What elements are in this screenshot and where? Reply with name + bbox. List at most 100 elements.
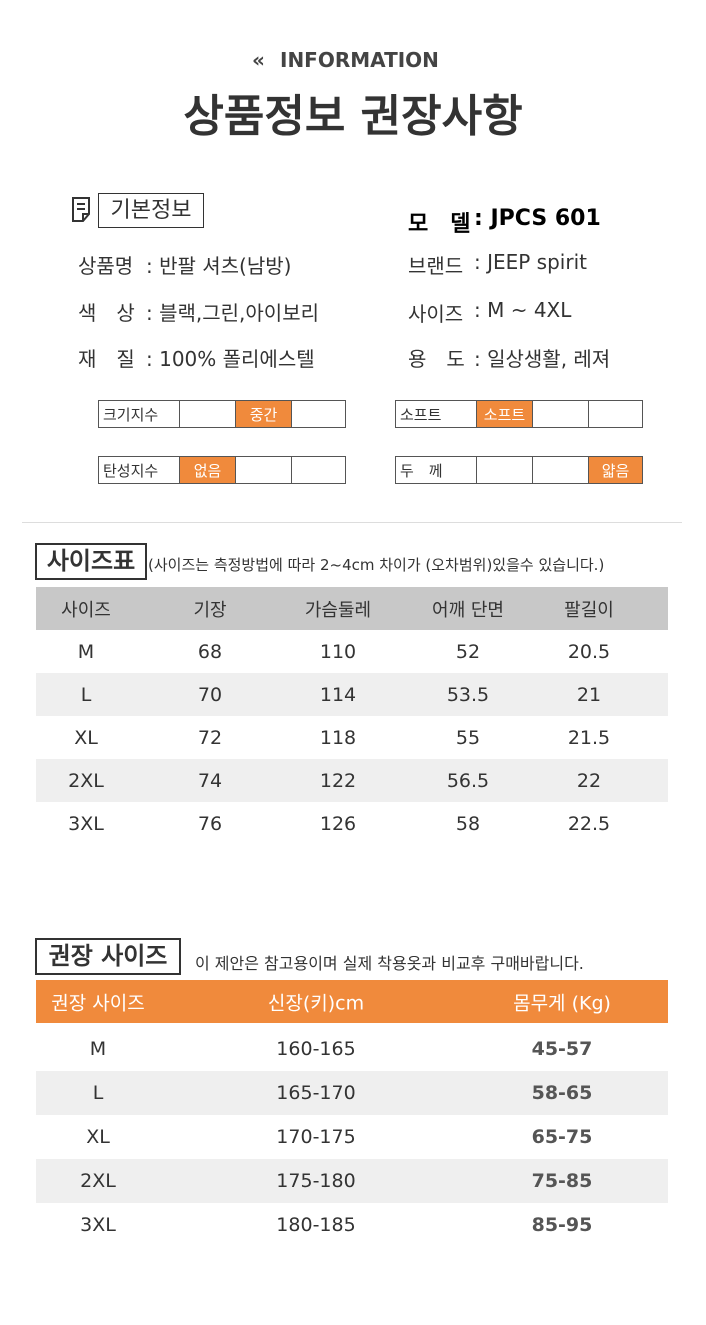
size-cell: 110 [319,641,357,663]
size-cell: 22.5 [567,813,611,835]
recommend-row: 3XL 180-185 85-95 [36,1203,668,1247]
scale-cell-active: 중간 [235,401,291,427]
size-cell: 68 [197,641,223,663]
size-cell: 122 [319,770,357,792]
recommend-cell: 160-165 [276,1038,356,1060]
recommend-cell: 75-85 [531,1170,593,1192]
kicker: INFORMATION [280,48,439,72]
scale-cell [476,457,532,483]
scale: 소프트 소프트 [395,400,643,428]
size-heading: 사이즈표 [35,543,147,580]
recommend-row: L 165-170 58-65 [36,1071,668,1115]
size-row: 3XL 76 126 58 22.5 [36,802,668,845]
size-cell: 53.5 [446,684,490,706]
scale-cell [291,401,345,427]
recommend-cell: 3XL [80,1214,116,1236]
size-cell: 22 [576,770,602,792]
recommend-cell: 2XL [80,1170,116,1192]
scale-cell [532,401,588,427]
recommend-cell: XL [86,1126,110,1148]
field-value: : JEEP spirit [474,250,587,274]
scale-cell-active: 소프트 [476,401,532,427]
size-cell: 58 [455,813,481,835]
scale-cell-active: 얇음 [588,457,642,483]
scale-cell [179,401,235,427]
field-label: 사이즈 [408,302,464,326]
recommend-heading: 권장 사이즈 [35,938,181,975]
scale-label: 크기지수 [103,405,159,424]
column-header: 사이즈 [61,600,111,621]
size-row: L 70 114 53.5 21 [36,673,668,716]
column-header: 신장(키)cm [267,992,365,1015]
recommend-cell: 165-170 [276,1082,356,1104]
recommend-cell: 58-65 [531,1082,593,1104]
recommend-cell: 85-95 [531,1214,593,1236]
size-cell: 74 [197,770,223,792]
column-header: 몸무게 (Kg) [513,992,611,1015]
scale-label: 소프트 [400,405,442,424]
recommend-cell: 180-185 [276,1214,356,1236]
size-row: 2XL 74 122 56.5 22 [36,759,668,802]
field-value: : 100% 폴리에스텔 [146,347,315,371]
column-header: 팔길이 [564,600,614,621]
column-header: 기장 [193,600,227,621]
scale: 탄성지수 없음 [98,456,346,484]
field-label: 모 델 [408,212,471,237]
size-cell: L [80,684,92,706]
size-cell: 21.5 [567,727,611,749]
size-cell: 21 [576,684,602,706]
recommend-cell: 175-180 [276,1170,356,1192]
field-value: : JPCS 601 [474,206,601,231]
size-cell: 20.5 [567,641,611,663]
scale-cell [291,457,345,483]
size-cell: M [77,641,95,663]
field-label: 상품명 [78,254,134,278]
field-value: : 일상생활, 레져 [474,347,611,371]
size-cell: XL [74,727,98,749]
recommend-row: M 160-165 45-57 [36,1027,668,1071]
size-header: 사이즈 기장 가슴둘레 어깨 단면 팔길이 [36,587,668,630]
column-header: 가슴둘레 [304,600,372,621]
recommend-cell: M [89,1038,107,1060]
recommend-cell: 65-75 [531,1126,593,1148]
size-cell: 70 [197,684,223,706]
column-header: 어깨 단면 [432,600,504,621]
recommend-note: 이 제안은 참고용이며 실제 착용옷과 비교후 구매바랍니다. [195,954,584,973]
field-value: : 블랙,그린,아이보리 [146,301,320,325]
recommend-cell: L [92,1082,104,1104]
recommend-cell: 170-175 [276,1126,356,1148]
field-label: 재 질 [78,347,135,371]
size-cell: 72 [197,727,223,749]
size-cell: 76 [197,813,223,835]
scale-cell [235,457,291,483]
size-cell: 3XL [68,813,104,835]
size-cell: 114 [319,684,357,706]
size-cell: 2XL [68,770,104,792]
size-note: (사이즈는 측정방법에 따라 2~4cm 차이가 (오차범위)있을수 있습니다.… [148,556,605,574]
scale: 크기지수 중간 [98,400,346,428]
basic-heading: 기본정보 [98,193,204,228]
scale: 두 께 얇음 [395,456,643,484]
scale-label: 두 께 [400,461,443,480]
recommend-cell: 45-57 [531,1038,593,1060]
size-cell: 55 [455,727,481,749]
size-cell: 118 [319,727,357,749]
size-row: M 68 110 52 20.5 [36,630,668,673]
size-row: XL 72 118 55 21.5 [36,716,668,759]
field-label: 브랜드 [408,254,464,278]
field-value: : 반팔 셔츠(남방) [146,254,292,278]
note-icon [72,197,90,222]
kicker-mark: « [252,48,265,72]
scale-cell [588,401,642,427]
size-cell: 52 [455,641,481,663]
column-header: 권장 사이즈 [51,992,145,1015]
recommend-header: 권장 사이즈 신장(키)cm 몸무게 (Kg) [36,980,668,1023]
field-value: : M ~ 4XL [474,298,572,322]
recommend-row: 2XL 175-180 75-85 [36,1159,668,1203]
scale-cell-active: 없음 [179,457,235,483]
scale-label: 탄성지수 [103,461,159,480]
field-label: 용 도 [408,347,465,371]
size-cell: 126 [319,813,357,835]
field-label: 색 상 [78,301,135,325]
